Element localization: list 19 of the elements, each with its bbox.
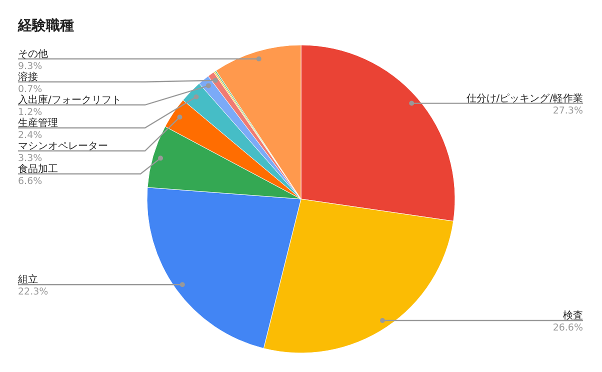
data-label: 26.6% xyxy=(552,322,583,334)
data-label: 3.3% xyxy=(18,152,42,164)
data-label: 1.2% xyxy=(18,106,42,118)
chart-title: 経験職種 xyxy=(17,17,74,34)
slice-label: 仕分け/ピッキング/軽作業 xyxy=(466,92,583,104)
data-label: 2.4% xyxy=(18,130,42,141)
slice-label: その他 xyxy=(18,48,48,60)
data-label: 22.3% xyxy=(18,286,48,298)
data-label: 27.3% xyxy=(552,105,583,116)
slice-label: 食品加工 xyxy=(18,162,58,175)
data-label: 9.3% xyxy=(18,60,42,72)
slice-label: 溶接 xyxy=(18,70,38,83)
data-label: 6.6% xyxy=(18,176,42,187)
slice-label: 入出庫/フォークリフト xyxy=(18,94,122,106)
slice-label: 生産管理 xyxy=(18,116,58,129)
slice-label: 検査 xyxy=(563,310,583,322)
data-label: 0.7% xyxy=(18,84,42,95)
slice-label: 組立 xyxy=(17,274,38,286)
slice-label: マシンオペレーター xyxy=(18,140,108,152)
